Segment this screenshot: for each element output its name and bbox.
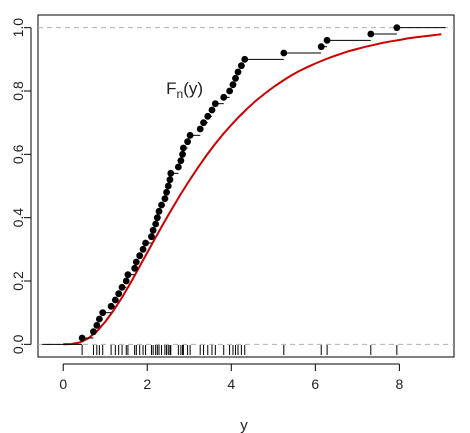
ecdf-point (161, 195, 169, 203)
ecdf-point (124, 271, 132, 279)
ecdf-point (204, 112, 212, 120)
ecdf-point (153, 214, 161, 222)
ecdf-point (196, 125, 204, 133)
ecdf-point (179, 150, 186, 158)
x-tick-label: 6 (311, 376, 319, 392)
y-tick-label: 0.8 (10, 81, 26, 101)
ecdf-point (115, 290, 123, 298)
ecdf-point (107, 302, 115, 310)
annotation-suffix: (y) (183, 79, 203, 98)
ecdf-point (179, 144, 187, 152)
annotation-subscript: n (177, 87, 184, 101)
ecdf-point (95, 315, 103, 323)
ecdf-point (149, 226, 157, 234)
ecdf-point (148, 233, 155, 241)
ecdf-point (208, 106, 216, 114)
ecdf-point (211, 100, 219, 108)
rug (81, 345, 398, 355)
ecdf-point (131, 264, 139, 272)
y-tick-label: 0.2 (10, 271, 26, 291)
ecdf-point (99, 309, 107, 317)
ecdf-point (163, 188, 170, 196)
ecdf-point (78, 334, 86, 342)
x-tick-label: 4 (227, 376, 235, 392)
ecdf-point (139, 245, 147, 253)
ecdf-point (323, 36, 331, 44)
ecdf-point (152, 220, 160, 228)
ecdf-point (155, 207, 163, 215)
ecdf-point (200, 119, 207, 127)
y-axis: 0.0 0.2 0.4 0.6 0.8 1.0 (10, 18, 32, 354)
ecdf-point (234, 68, 242, 76)
ecdf-point (132, 258, 140, 266)
x-tick-label: 8 (395, 376, 403, 392)
ecdf-point (111, 296, 119, 304)
ecdf-point (241, 55, 249, 63)
ecdf-point (158, 201, 165, 209)
ecdf-point (226, 87, 234, 95)
ecdf-point (393, 24, 401, 32)
ecdf-point (177, 157, 185, 165)
ecdf-point (280, 49, 288, 57)
ecdf-point (136, 252, 144, 260)
annotation-main: F (166, 79, 176, 98)
cdf-series (63, 33, 442, 346)
ecdf-annotation: Fn(y) (166, 79, 203, 101)
cdf-line (63, 33, 442, 346)
ecdf-point (237, 62, 245, 70)
x-tick-label: 2 (143, 376, 151, 392)
ecdf-point (93, 321, 101, 329)
plot-frame (37, 14, 455, 358)
ecdf-point (142, 239, 149, 247)
ecdf-point (186, 131, 194, 139)
ecdf-point (367, 30, 375, 38)
ecdf-point (232, 74, 239, 82)
ecdf-point (118, 283, 126, 291)
ecdf-series (42, 24, 446, 345)
ecdf-point (317, 43, 325, 51)
ecdf-point (220, 93, 228, 101)
x-axis-label: y (240, 417, 248, 433)
y-tick-label: 0.4 (10, 208, 26, 228)
ecdf-point (122, 277, 130, 285)
y-tick-label: 0.6 (10, 144, 26, 164)
ecdf-point (167, 169, 175, 177)
x-axis: 0 2 4 6 8 (59, 363, 403, 392)
y-tick-label: 1.0 (10, 18, 26, 38)
ecdf-point (166, 176, 174, 184)
ecdf-point (184, 138, 191, 146)
reference-lines (38, 27, 454, 345)
ecdf-point (229, 81, 237, 89)
ecdf-point (164, 182, 172, 190)
x-tick-label: 0 (59, 376, 67, 392)
ecdf-point (174, 163, 182, 171)
y-tick-label: 0.0 (10, 334, 26, 354)
ecdf-point (90, 328, 97, 336)
